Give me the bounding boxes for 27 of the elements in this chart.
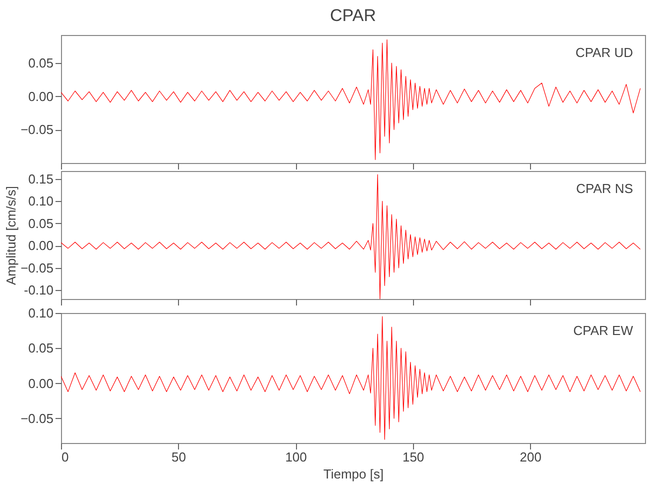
y-tick-label: 0.05: [28, 340, 54, 356]
annotation: CPAR EW: [573, 323, 634, 338]
y-tick-label: −0.05: [20, 122, 54, 138]
y-tick-label: 0.00: [28, 238, 54, 254]
line-series: [61, 39, 641, 160]
line-series: [61, 316, 641, 440]
x-tick-label: 50: [172, 450, 186, 464]
x-tick-label: 150: [402, 450, 424, 464]
y-tick-label: −0.05: [20, 260, 54, 276]
chart-title: CPAR: [330, 6, 376, 25]
x-tick-label: 0: [62, 450, 69, 464]
y-tick-label: 0.00: [28, 88, 54, 104]
y-tick-label: 0.05: [28, 56, 54, 70]
y-tick-label: 0.05: [28, 216, 54, 231]
annotation: CPAR NS: [576, 181, 634, 196]
x-tick-label: 100: [285, 450, 307, 464]
y-tick-label: 0.10: [28, 306, 54, 320]
y-tick-label: -0.10: [24, 282, 54, 298]
x-tick-label: 200: [520, 450, 542, 464]
y-tick-label: 0.00: [28, 376, 54, 391]
annotation: CPAR UD: [575, 45, 633, 60]
y-tick-label: −0.05: [20, 410, 54, 426]
x-axis-title: Tiempo [s]: [323, 466, 384, 482]
y-tick-label: 0.10: [28, 194, 54, 209]
y-tick-label: 0.15: [28, 172, 54, 186]
line-series: [61, 174, 641, 299]
y-axis-title: Amplitud [cm/s/s]: [4, 186, 19, 285]
